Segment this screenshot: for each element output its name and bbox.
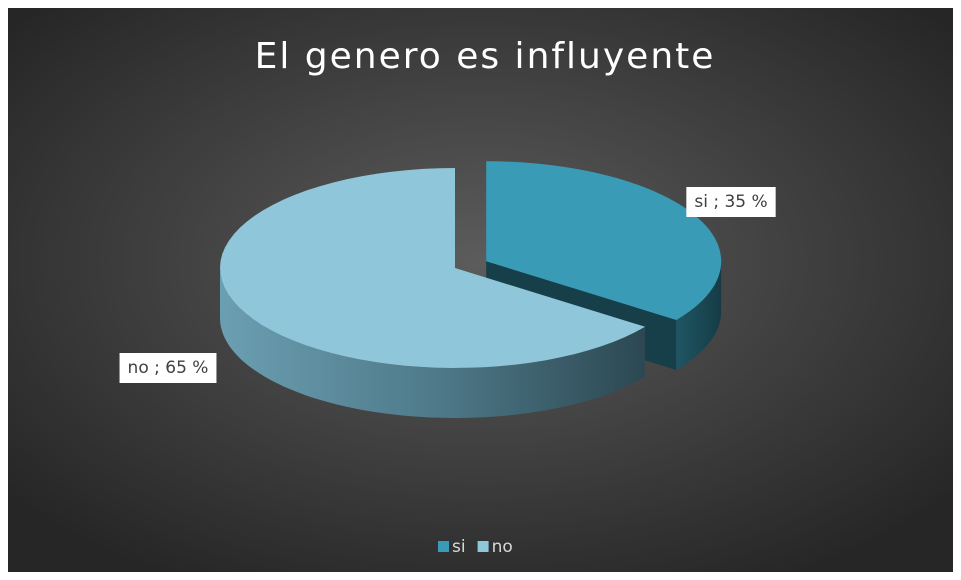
- data-label-box: [119, 353, 217, 383]
- legend-swatch: [438, 541, 449, 552]
- data-label-box: [686, 187, 776, 217]
- legend-swatch: [477, 541, 489, 552]
- data-label: si ; 35 %: [694, 192, 767, 212]
- chart-title: El genero es influyente: [255, 36, 716, 77]
- pie-slice-top: [220, 168, 646, 368]
- pie-slice-top: [486, 161, 722, 320]
- slice-wall: [676, 261, 722, 370]
- data-label: no ; 65 %: [128, 358, 209, 378]
- pie-slice: [220, 168, 646, 418]
- slice-wall: [220, 268, 646, 418]
- legend-label: si: [452, 537, 466, 557]
- legend-label: no: [492, 537, 513, 557]
